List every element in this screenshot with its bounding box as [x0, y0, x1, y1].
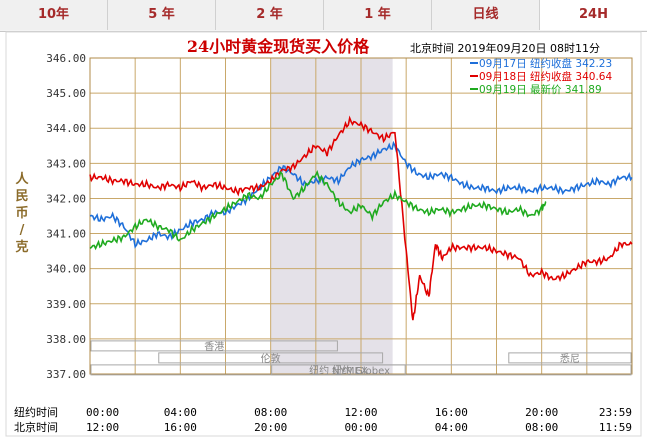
y-axis-label-char: 克: [15, 239, 28, 255]
x-tick-label: 00:00: [86, 406, 119, 419]
period-tabs: 10年 5 年 2 年 1 年 日线 24H: [0, 0, 647, 32]
y-tick-label: 337.00: [46, 368, 86, 381]
x-tick-label: 16:00: [164, 421, 197, 434]
y-axis-label-char: 民: [15, 189, 28, 204]
market-session-bar: [90, 340, 338, 352]
market-session-label: 悉尼: [560, 353, 580, 365]
x-row-label: 纽约时间: [14, 405, 58, 419]
x-tick-label: 08:00: [254, 406, 287, 419]
y-tick-label: 343.00: [46, 157, 86, 170]
x-tick-label: 12:00: [86, 421, 119, 434]
x-tick-label: 20:00: [525, 406, 558, 419]
y-tick-label: 341.00: [46, 228, 86, 241]
y-tick-label: 342.00: [46, 192, 86, 205]
x-tick-label: 04:00: [164, 406, 197, 419]
x-tick-label: 23:59: [599, 406, 632, 419]
gold-price-chart: 346.00 345.00 344.00 343.00 342.00 341.00 340.…: [5, 31, 642, 437]
chart-title: 24小时黄金现货买入价格: [187, 37, 370, 56]
market-session-bar: [90, 364, 632, 376]
tab-10y[interactable]: 10年: [0, 0, 108, 30]
market-session-bar: [158, 352, 384, 364]
x-tick-label: 11:59: [599, 421, 632, 434]
x-tick-label: 04:00: [435, 421, 468, 434]
tab-1y[interactable]: 1 年: [324, 0, 432, 30]
x-tick-label: 12:00: [344, 406, 377, 419]
series-line-0: [89, 140, 633, 249]
y-tick-label: 345.00: [46, 87, 86, 100]
time-stamp: 北京时间 2019年09月20日 08时11分: [410, 41, 600, 55]
nymex-session-shade: [270, 58, 393, 374]
y-tick-label: 346.00: [46, 52, 86, 65]
legend-entry: 09月17日 纽约收盘 342.23: [479, 57, 612, 70]
x-tick-label: 16:00: [435, 406, 468, 419]
tab-24h[interactable]: 24H: [540, 0, 647, 30]
x-tick-label: 00:00: [344, 421, 377, 434]
series-line-2: [89, 170, 547, 251]
market-session-label: 纽约 Globex: [332, 364, 390, 377]
market-session-bar: [508, 352, 632, 364]
y-tick-label: 338.00: [46, 333, 86, 346]
y-axis-label-char: 人: [15, 171, 29, 187]
legend-entry: 09月19日 最新价 341.89: [479, 83, 602, 96]
y-axis-label-char: /: [20, 223, 25, 238]
tab-5y[interactable]: 5 年: [108, 0, 216, 30]
market-session-label: 香港: [204, 341, 224, 353]
series-line-1: [89, 115, 633, 321]
y-axis-label-char: 币: [15, 206, 28, 221]
y-tick-label: 344.00: [46, 122, 86, 135]
legend-entry: 09月18日 纽约收盘 340.64: [479, 70, 612, 83]
market-session-label: 纽约 NYMEX: [309, 364, 368, 377]
tab-daily[interactable]: 日线: [432, 0, 540, 30]
x-row-label: 北京时间: [14, 420, 58, 434]
tab-2y[interactable]: 2 年: [216, 0, 324, 30]
x-tick-label: 08:00: [525, 421, 558, 434]
y-tick-label: 339.00: [46, 298, 86, 311]
y-tick-label: 340.00: [46, 263, 86, 276]
market-session-label: 伦敦: [261, 352, 281, 365]
x-tick-label: 20:00: [254, 421, 287, 434]
